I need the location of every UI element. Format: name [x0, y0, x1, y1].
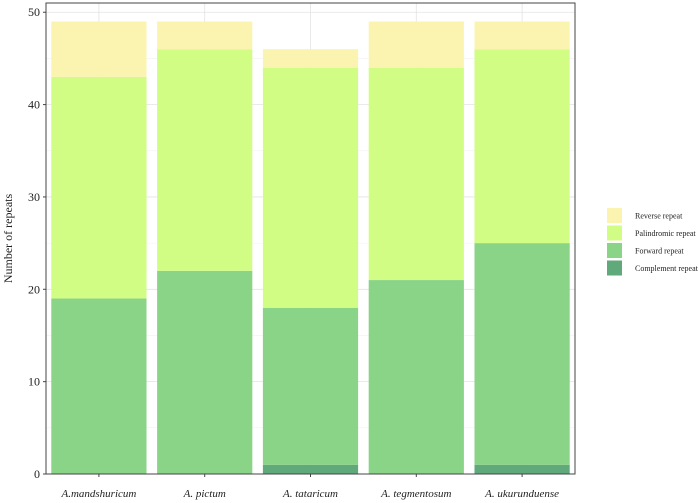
bar-segment [262, 464, 359, 474]
bar-segment [262, 49, 359, 68]
bar-segment [474, 464, 570, 474]
bar-segment [51, 298, 147, 474]
x-axis: A.mandshuricum A. pictum A. tataricum A. te… [60, 474, 559, 500]
y-tick-label: 50 [28, 5, 40, 19]
y-tick-label: 20 [28, 282, 40, 296]
bar-segment [51, 76, 147, 299]
x-tick-label: A. pictum [183, 488, 226, 500]
bar-segment [157, 21, 253, 50]
bar-segment [157, 49, 253, 271]
bar-segment [157, 270, 253, 474]
legend-swatch [607, 260, 622, 276]
bar-segment [474, 243, 570, 465]
legend: Reverse repeat Palindromic repeat Forward … [607, 208, 699, 276]
legend-label: Palindromic repeat [635, 229, 696, 238]
bar-segment [262, 307, 359, 465]
y-tick-label: 40 [28, 98, 40, 112]
y-tick-label: 30 [28, 190, 40, 204]
legend-swatch [607, 243, 622, 258]
bars [51, 21, 570, 474]
x-tick-label: A. ukurunduense [484, 488, 559, 500]
y-axis: 0 10 20 30 40 50 [28, 5, 46, 481]
x-tick-label: A.mandshuricum [60, 488, 136, 500]
bar-segment [368, 67, 464, 281]
legend-swatch [607, 225, 622, 241]
y-axis-title: Number of repeats [1, 194, 15, 284]
y-tick-label: 0 [34, 467, 40, 481]
x-tick-label: A. tataricum [282, 488, 338, 500]
legend-label: Forward repeat [635, 247, 684, 256]
bar-segment [368, 21, 464, 68]
legend-swatch [607, 208, 622, 223]
bar-segment [51, 21, 147, 77]
bar-segment [262, 67, 359, 308]
x-tick-label: A. tegmentosum [380, 488, 451, 500]
bar-segment [368, 280, 464, 474]
y-tick-label: 10 [28, 375, 40, 389]
bar-segment [474, 49, 570, 244]
legend-label: Reverse repeat [635, 212, 683, 221]
legend-label: Complement repeat [635, 264, 699, 273]
bar-segment [474, 21, 570, 50]
